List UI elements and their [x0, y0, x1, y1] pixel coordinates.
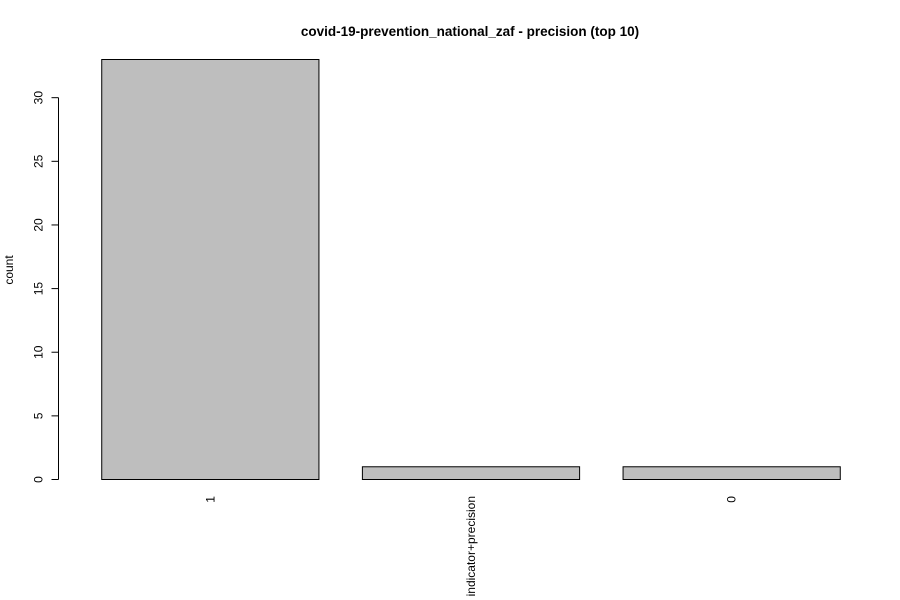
y-tick-label: 15	[32, 282, 46, 296]
bar-3	[622, 466, 841, 481]
y-tick-label: 25	[32, 154, 46, 168]
chart-title: covid-19-prevention_national_zaf - preci…	[301, 24, 639, 39]
x-category-label: indicator+precision	[464, 496, 478, 596]
y-axis-title: count	[2, 255, 16, 285]
x-category-label: 0	[725, 496, 739, 503]
category-labels: 1 indicator+precision 0	[203, 496, 738, 597]
y-axis: 0 5 10 15 20 25 30	[32, 91, 59, 483]
y-tick-label: 0	[32, 476, 46, 483]
bars	[101, 59, 841, 481]
y-tick-label: 20	[32, 218, 46, 232]
x-category-label: 1	[203, 496, 217, 503]
bar-2	[361, 466, 581, 481]
y-tick-label: 30	[32, 91, 46, 105]
y-tick-label: 10	[32, 345, 46, 359]
y-tick-label: 5	[32, 412, 46, 419]
bar-1	[101, 59, 320, 480]
